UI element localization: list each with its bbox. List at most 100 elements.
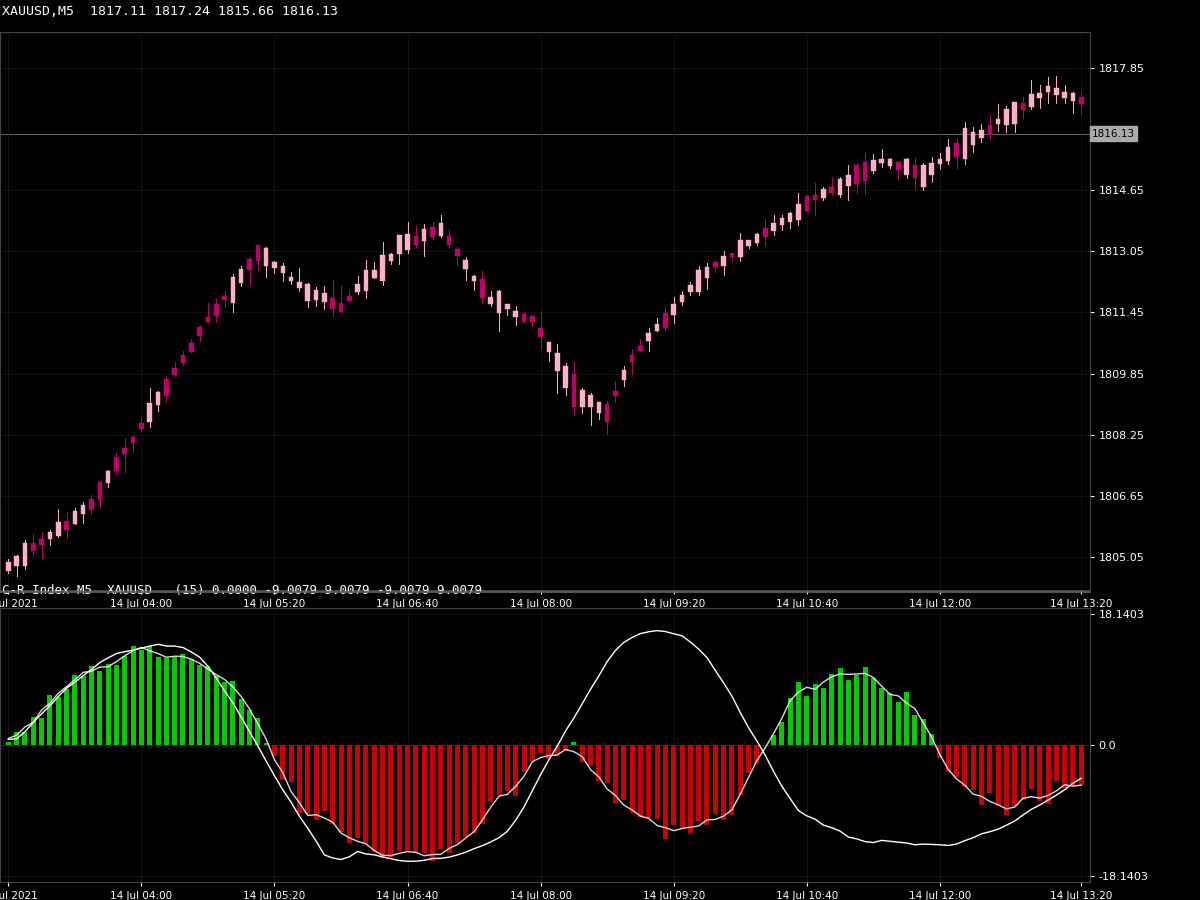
Bar	[937, 745, 942, 758]
Bar	[364, 270, 368, 291]
Bar	[988, 124, 992, 135]
Bar	[622, 745, 626, 800]
Bar	[522, 313, 527, 322]
Bar	[438, 745, 443, 849]
Bar	[946, 148, 950, 161]
Bar	[1028, 745, 1034, 789]
Bar	[838, 668, 842, 745]
Bar	[322, 745, 326, 811]
Bar	[338, 745, 343, 832]
Bar	[488, 297, 493, 304]
Bar	[463, 745, 468, 837]
Bar	[455, 745, 460, 843]
Bar	[48, 695, 53, 745]
Bar	[106, 471, 110, 483]
Bar	[181, 356, 185, 363]
Bar	[438, 223, 443, 236]
Bar	[920, 165, 925, 187]
Bar	[389, 254, 394, 261]
Bar	[596, 402, 601, 413]
Bar	[114, 456, 119, 472]
Bar	[97, 482, 102, 500]
Bar	[937, 159, 942, 164]
Bar	[1004, 109, 1009, 124]
Bar	[871, 678, 876, 745]
Bar	[514, 310, 518, 317]
Bar	[571, 374, 576, 407]
Bar	[364, 745, 368, 843]
Bar	[272, 263, 277, 268]
Bar	[1045, 745, 1050, 804]
Bar	[539, 328, 542, 337]
Bar	[205, 317, 210, 322]
Bar	[446, 745, 451, 852]
Bar	[380, 745, 385, 858]
Bar	[106, 664, 110, 745]
Bar	[772, 223, 776, 230]
Bar	[905, 158, 908, 176]
Text: XAUUSD,M5  1817.11 1817.24 1815.66 1816.13: XAUUSD,M5 1817.11 1817.24 1815.66 1816.1…	[2, 4, 338, 18]
Bar	[913, 165, 917, 178]
Bar	[397, 745, 402, 851]
Bar	[563, 745, 568, 751]
Bar	[1054, 745, 1058, 780]
Bar	[23, 732, 28, 745]
Bar	[563, 365, 568, 388]
Bar	[721, 256, 726, 266]
Bar	[256, 718, 260, 745]
Bar	[488, 745, 493, 802]
Bar	[114, 665, 119, 745]
Bar	[505, 304, 510, 309]
Bar	[1045, 86, 1050, 92]
Bar	[780, 218, 784, 225]
Bar	[763, 228, 768, 237]
Bar	[55, 697, 61, 745]
Bar	[480, 745, 485, 824]
Bar	[156, 657, 161, 745]
Bar	[954, 745, 959, 778]
Bar	[197, 327, 202, 337]
Bar	[846, 680, 851, 745]
Bar	[522, 745, 527, 771]
Bar	[638, 346, 643, 351]
Bar	[23, 543, 28, 565]
Bar	[979, 130, 984, 139]
Bar	[122, 447, 127, 454]
Bar	[538, 745, 544, 752]
Bar	[313, 745, 318, 820]
Bar	[920, 719, 925, 745]
Bar	[688, 285, 692, 292]
Bar	[80, 505, 85, 514]
Bar	[772, 734, 776, 745]
Bar	[64, 688, 70, 745]
Bar	[671, 745, 677, 825]
Bar	[6, 742, 11, 745]
Text: C-R Index M5  XAUUSD   (15) 0.0000 -9.0079 9.0079 -9.0079 9.0079: C-R Index M5 XAUUSD (15) 0.0000 -9.0079 …	[2, 583, 482, 597]
Bar	[996, 119, 1001, 123]
Bar	[80, 676, 85, 745]
Bar	[979, 745, 984, 806]
Bar	[664, 312, 667, 328]
Bar	[406, 745, 410, 851]
Bar	[854, 165, 859, 184]
Bar	[654, 745, 660, 819]
Bar	[530, 316, 535, 321]
Bar	[472, 276, 476, 281]
Bar	[655, 324, 659, 330]
Bar	[696, 270, 701, 292]
Bar	[347, 745, 352, 843]
Bar	[1013, 102, 1018, 123]
Bar	[247, 710, 252, 745]
Bar	[338, 302, 343, 312]
Bar	[313, 291, 318, 300]
Bar	[755, 745, 760, 764]
Bar	[355, 745, 360, 838]
Bar	[264, 743, 269, 745]
Bar	[380, 255, 385, 281]
Bar	[413, 745, 419, 852]
Bar	[31, 716, 36, 745]
Bar	[31, 543, 36, 551]
Bar	[497, 292, 502, 313]
Bar	[306, 284, 310, 302]
Bar	[305, 745, 311, 814]
